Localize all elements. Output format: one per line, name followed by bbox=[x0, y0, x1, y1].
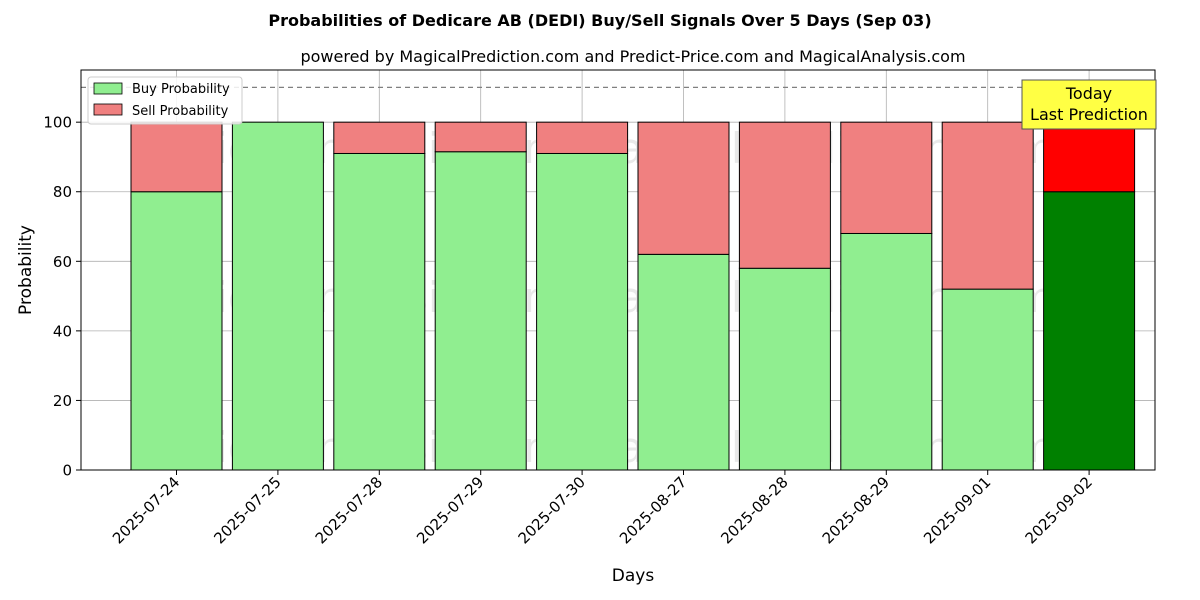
buy-bar bbox=[941, 288, 1034, 471]
x-tick-label: 2025-07-25 bbox=[210, 473, 284, 547]
annotation-box bbox=[1021, 79, 1157, 130]
annotation-line-last-prediction: Last Prediction bbox=[1030, 105, 1148, 124]
sell-bar bbox=[333, 121, 426, 154]
buy-bar bbox=[333, 152, 426, 471]
sell-bar bbox=[130, 121, 223, 193]
y-tick-label: 20 bbox=[53, 392, 72, 410]
legend-label-buy: Buy Probability bbox=[132, 82, 230, 97]
chart-title: Probabilities of Dedicare AB (DEDI) Buy/… bbox=[268, 11, 931, 30]
sell-bar bbox=[738, 121, 831, 269]
today-annotation: Today Last Prediction bbox=[1021, 79, 1157, 130]
buy-bar bbox=[1043, 191, 1136, 471]
buy-bar bbox=[840, 232, 933, 471]
legend-box bbox=[87, 76, 243, 125]
x-tick-label: 2025-08-28 bbox=[717, 473, 791, 547]
y-tick-label: 80 bbox=[53, 183, 72, 201]
y-tick-label: 60 bbox=[53, 253, 72, 271]
y-axis-label: Probability bbox=[16, 225, 36, 315]
legend-label-sell: Sell Probability bbox=[132, 104, 229, 119]
y-tick-label: 0 bbox=[62, 462, 72, 480]
annotation-line-today: Today bbox=[1065, 84, 1112, 103]
legend-swatch-buy bbox=[93, 82, 123, 95]
x-tick-label: 2025-07-30 bbox=[515, 473, 589, 547]
sell-bar bbox=[434, 121, 527, 153]
plot-frame bbox=[80, 69, 1156, 471]
buy-bar bbox=[130, 191, 223, 471]
buy-bar bbox=[536, 152, 629, 471]
buy-bar bbox=[738, 267, 831, 471]
x-axis-ticks: 2025-07-24 2025-07-25 2025-07-28 2025-07-29… bbox=[109, 470, 1096, 547]
x-tick-label: 2025-08-29 bbox=[819, 473, 893, 547]
buy-bar bbox=[637, 253, 730, 471]
y-axis-ticks: 0 20 40 60 80 100 bbox=[43, 114, 81, 480]
sell-bar bbox=[536, 121, 629, 154]
y-tick-label: 40 bbox=[53, 322, 72, 340]
x-tick-label: 2025-09-02 bbox=[1022, 473, 1096, 547]
sell-bar bbox=[637, 121, 730, 255]
sell-bar bbox=[941, 121, 1034, 290]
sell-bar bbox=[840, 121, 933, 234]
x-tick-label: 2025-09-01 bbox=[920, 473, 994, 547]
x-tick-label: 2025-07-29 bbox=[413, 473, 487, 547]
bars bbox=[130, 121, 1136, 471]
legend-swatch-sell bbox=[93, 103, 123, 116]
x-tick-label: 2025-08-27 bbox=[616, 473, 690, 547]
x-tick-label: 2025-07-28 bbox=[312, 473, 386, 547]
buy-bar bbox=[434, 151, 527, 471]
sell-bar bbox=[1043, 121, 1136, 193]
chart-subtitle: powered by MagicalPrediction.com and Pre… bbox=[300, 47, 965, 66]
legend: Buy Probability Sell Probability bbox=[87, 76, 243, 125]
y-tick-label: 100 bbox=[43, 114, 72, 132]
x-tick-label: 2025-07-24 bbox=[109, 473, 183, 547]
buy-bar bbox=[231, 121, 324, 471]
x-axis-label: Days bbox=[612, 566, 655, 586]
